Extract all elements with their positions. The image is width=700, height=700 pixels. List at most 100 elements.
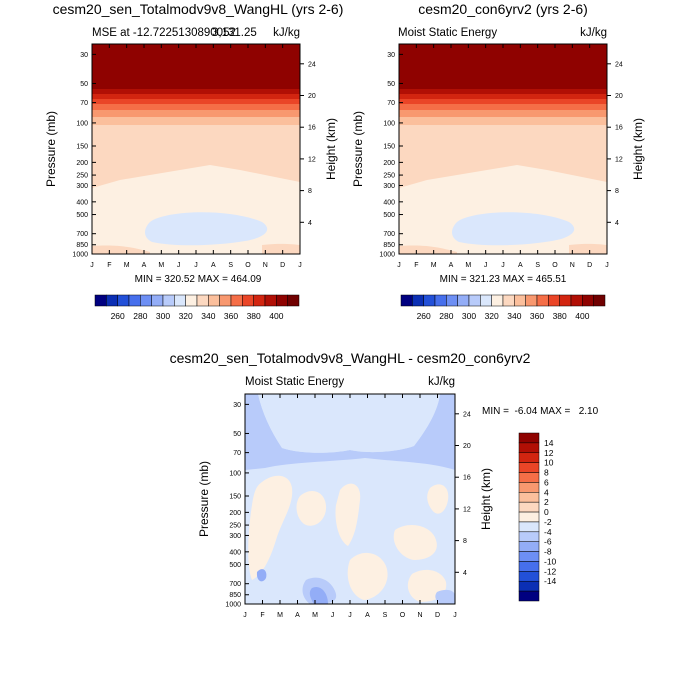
colorbar-swatch [480,294,492,307]
panel-diff-positive-c [335,483,361,546]
month-tick-label: F [107,262,111,269]
colorbar-label: -14 [544,576,557,586]
panel-con-stats: MIN = 321.23 MAX = 465.51 [440,274,567,285]
colorbar-swatch [94,294,107,307]
colorbar-swatch [518,482,540,493]
colorbar-swatch [518,561,540,572]
pressure-tick-label: 50 [233,431,241,438]
colorbar-swatch [582,294,594,307]
colorbar-swatch [559,294,572,307]
colorbar-swatch [162,294,175,307]
pressure-tick-label: 70 [233,450,241,457]
colorbar-swatch [518,521,540,533]
colorbar-label: -10 [544,556,557,566]
month-tick-label: F [260,612,264,619]
pressure-tick-label: 500 [229,562,241,569]
month-tick-label: D [587,262,592,269]
height-tick-label: 12 [615,156,623,163]
panel-sen-height-axis: 24 20 16 12 8 4 [300,61,316,227]
month-tick-label: J [605,262,609,269]
panel-sen-band-d [92,104,300,110]
colorbar-swatch [117,294,130,307]
colorbar-swatch [151,294,164,307]
colorbar-swatch [518,571,540,582]
panel-con-surface-right [569,243,607,254]
colorbar-label: 300 [156,311,170,321]
colorbar-label: -8 [544,547,552,557]
panel-sen-band-f [92,117,300,125]
month-tick-label: J [501,262,505,269]
height-tick-label: 4 [463,570,467,577]
pressure-tick-label: 150 [383,144,395,151]
colorbar-label: 6 [544,477,549,487]
colorbar-swatch [491,294,504,307]
panel-con-band-c [399,99,607,104]
colorbar-label: 400 [269,311,283,321]
panel-sen-surface-right [262,243,300,254]
pressure-tick-label: 1000 [225,602,241,609]
panel-con-band-f [399,117,607,125]
pressure-tick-label: 500 [76,212,88,219]
panel-diff-negative-b [256,569,267,582]
colorbar-label: -4 [544,527,552,537]
colorbar-swatch [514,294,526,307]
panel-con-colorbar: 260 280 300 320 340 360 380 400 [400,294,606,321]
panel-con-band-top [399,44,607,89]
panel-con-surface-left [399,245,457,254]
month-tick-label: S [383,612,388,619]
panel-diff-ylabel: Pressure (mb) [197,461,211,537]
panel-con-ylabel-right: Height (km) [631,118,645,180]
colorbar-label: 14 [544,438,554,448]
colorbar-swatch [140,294,152,307]
panel-sen-low-blob [145,212,268,246]
panel-con-band-a [399,89,607,94]
pressure-tick-label: 50 [387,81,395,88]
colorbar-swatch [518,511,540,523]
panel-diff-units: kJ/kg [428,376,455,388]
pressure-tick-label: 700 [76,231,88,238]
colorbar-swatch [518,590,540,602]
month-tick-label: M [312,612,318,619]
panel-sen-band-g [92,125,300,188]
month-tick-label: A [365,612,370,619]
height-tick-label: 24 [308,61,316,68]
height-tick-label: 8 [463,538,467,545]
month-tick-label: M [158,262,164,269]
panel-con-band-e [399,110,607,117]
month-tick-label: J [397,262,401,269]
height-tick-label: 4 [308,220,312,227]
colorbar-swatch [253,294,266,307]
panel-diff-positive-f [427,484,449,514]
pressure-tick-label: 1000 [379,252,395,259]
pressure-tick-label: 1000 [72,252,88,259]
colorbar-swatch [518,531,540,542]
height-tick-label: 12 [308,156,316,163]
pressure-tick-label: 100 [76,120,88,127]
colorbar-swatch [412,294,424,307]
panel-sen-pressure-axis: 30 50 70 100 150 200 250 300 400 500 700 850 1000 [72,52,96,259]
panel-diff-positive-d [347,552,388,600]
colorbar-label: 260 [111,311,125,321]
month-tick-label: A [518,262,523,269]
month-tick-label: M [465,262,471,269]
colorbar-swatch [570,294,583,307]
colorbar-swatch [502,294,515,307]
colorbar-swatch [518,462,540,473]
pressure-tick-label: 100 [383,120,395,127]
panel-con-height-axis: 24 20 16 12 8 4 [607,61,623,227]
colorbar-swatch [287,294,300,307]
colorbar-swatch [106,294,118,307]
colorbar-swatch [276,294,288,307]
panel-diff-left-label: Moist Static Energy [245,376,344,388]
panel-diff-positive-b [296,491,327,526]
colorbar-label: 380 [553,311,567,321]
panel-sen-plot-area [91,43,301,255]
pressure-tick-label: 100 [229,470,241,477]
panel-sen-center-label: 3,131.25 [212,27,257,39]
month-tick-label: M [431,262,437,269]
colorbar-swatch [208,294,220,307]
month-tick-label: N [263,262,268,269]
